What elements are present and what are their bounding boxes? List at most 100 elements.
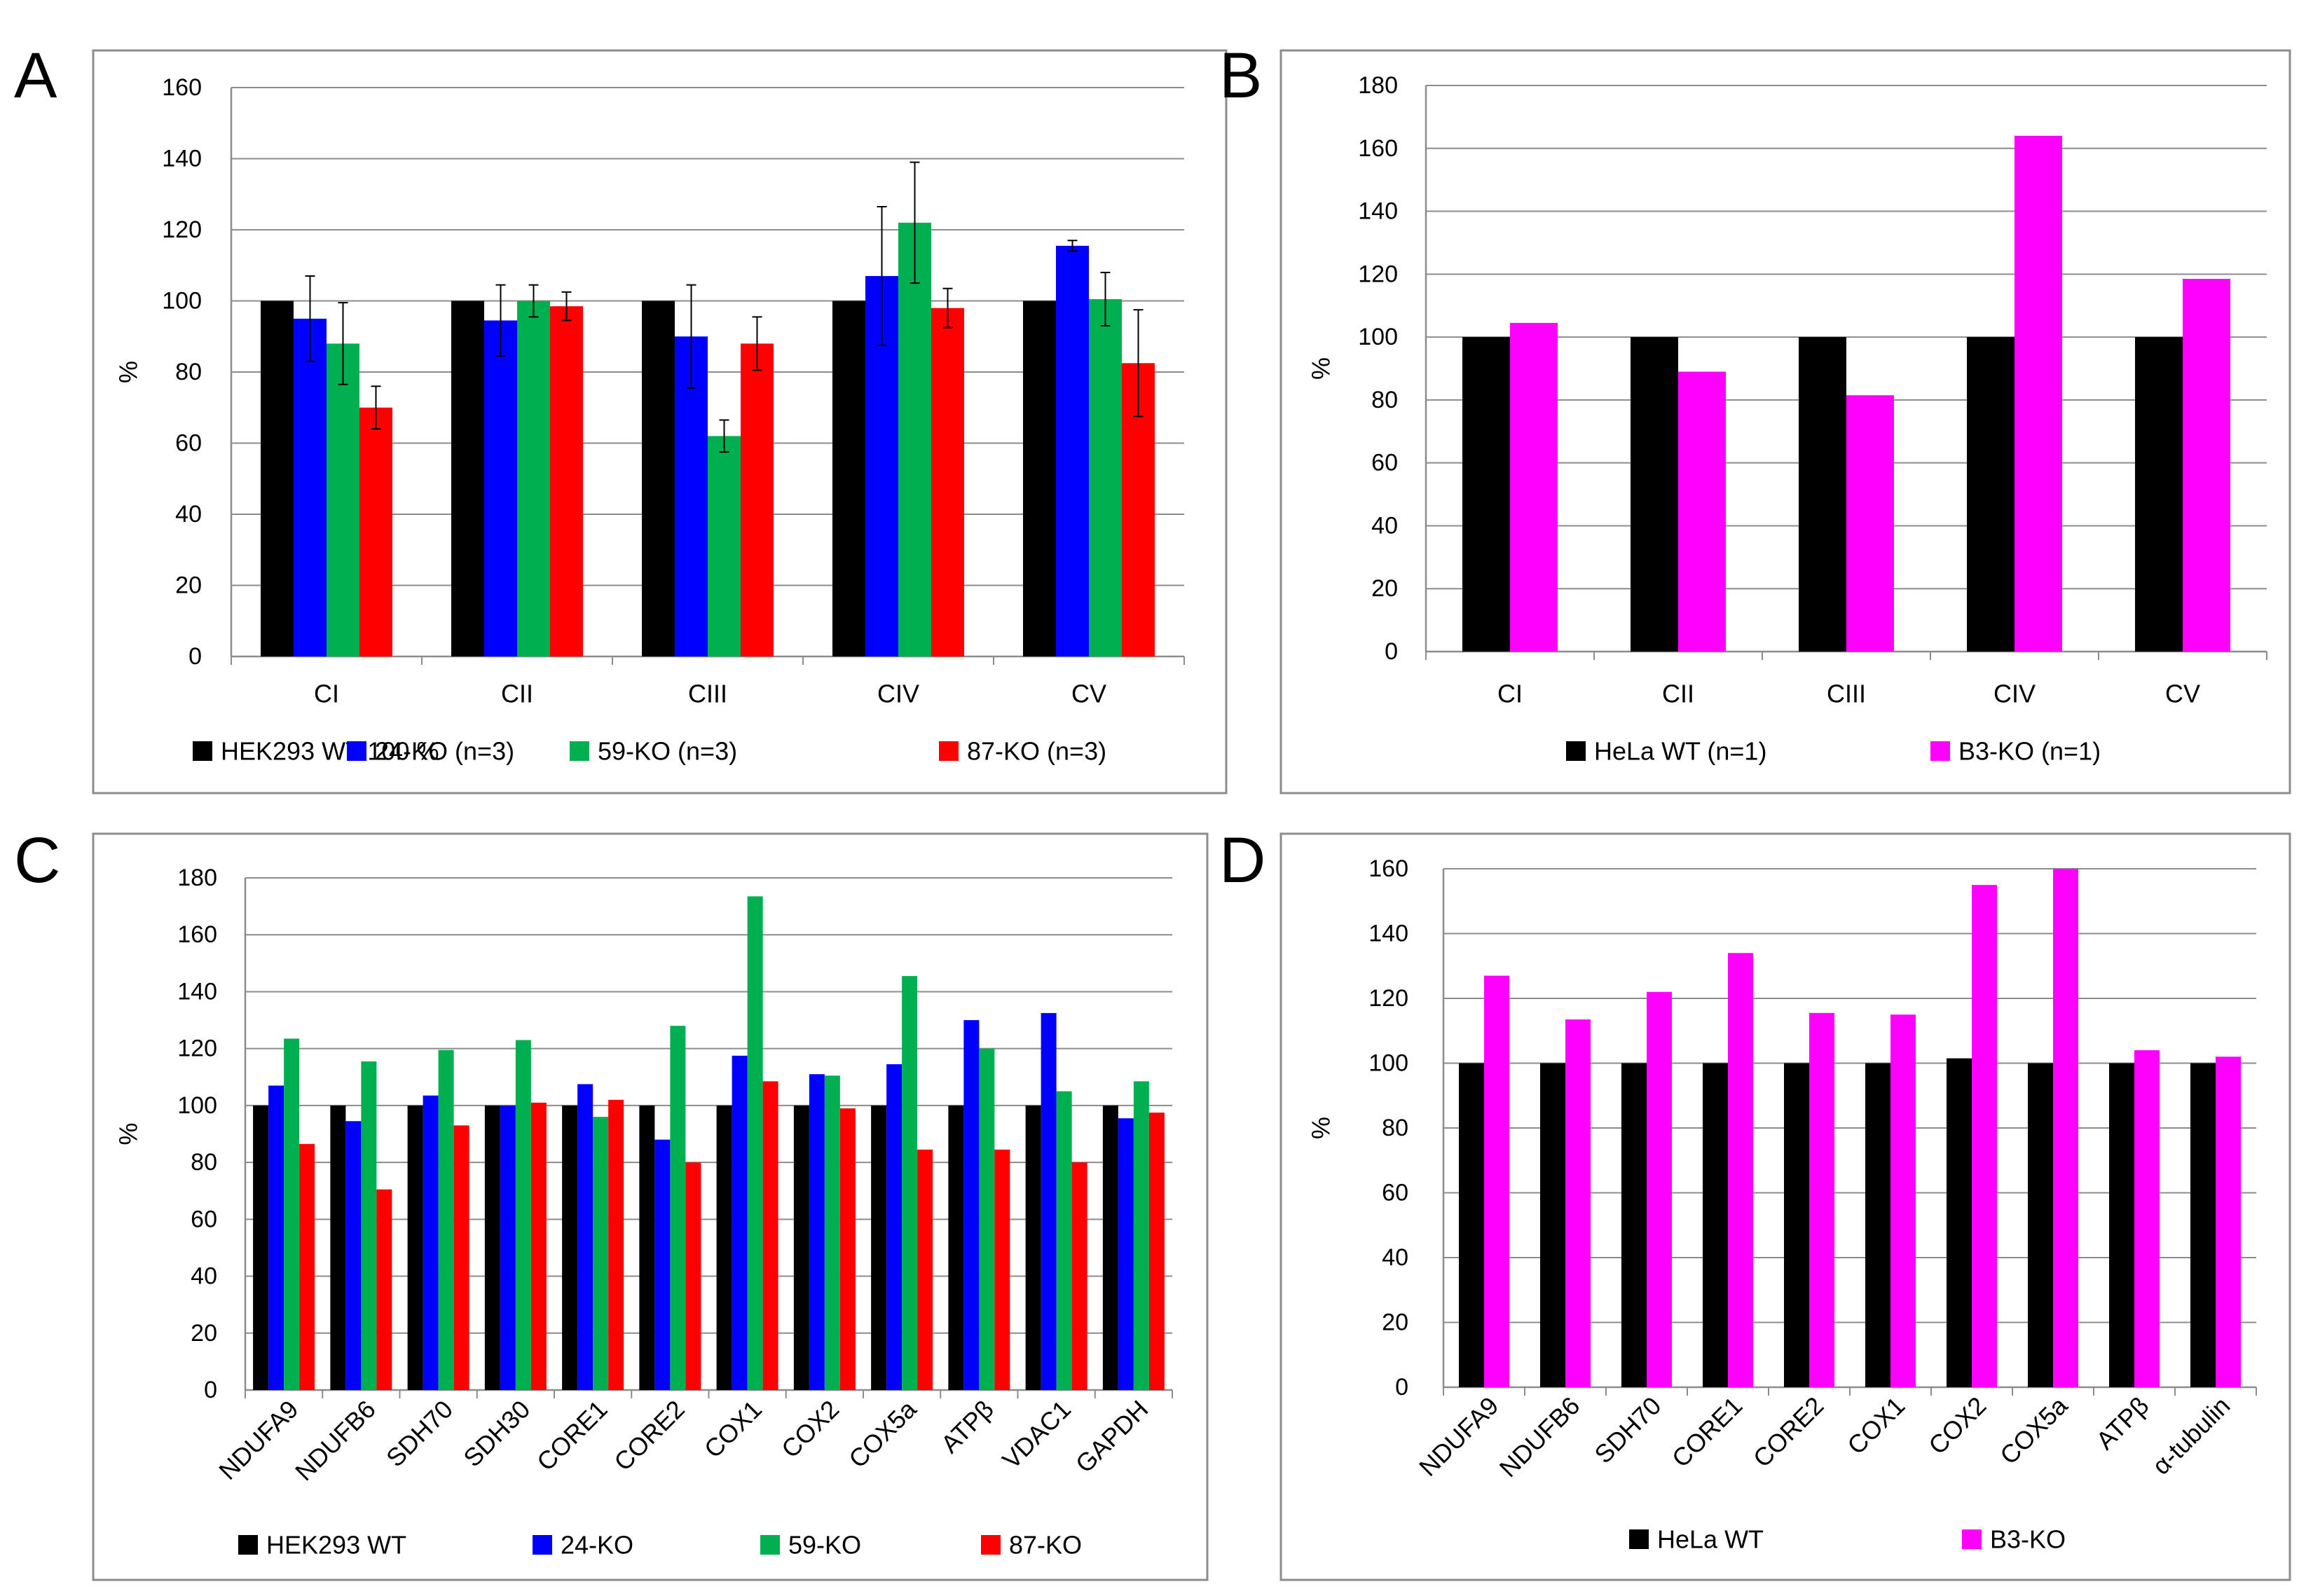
legend-label: 59-KO (n=3) — [598, 737, 737, 766]
bar — [1102, 1105, 1118, 1390]
legend-swatch — [533, 1535, 552, 1555]
panel-b-frame — [1279, 49, 2291, 794]
bar — [484, 320, 517, 656]
bar — [284, 1038, 300, 1390]
bar — [1089, 298, 1122, 656]
bar — [438, 1050, 454, 1390]
y-tick-label: 40 — [1382, 1244, 1408, 1271]
bar — [1041, 1012, 1057, 1390]
bar — [1678, 371, 1726, 652]
y-tick-label: 180 — [177, 865, 217, 891]
bar — [994, 1149, 1010, 1390]
x-category-label: CI — [314, 680, 339, 708]
chart-panel-a: 0 20 40 60 80 100 120 140 160% CI CII CIII CIV CV HEK2… — [114, 74, 1185, 766]
legend-swatch — [1629, 1529, 1649, 1549]
bar — [530, 1102, 547, 1390]
x-category-label: CI — [1497, 680, 1523, 708]
bar — [2015, 135, 2062, 652]
y-tick-label: 100 — [177, 1092, 217, 1119]
x-category-label: CII — [501, 680, 533, 708]
x-category-label: CV — [1071, 680, 1106, 708]
bar — [577, 1084, 593, 1390]
y-tick-label: 80 — [175, 359, 202, 385]
legend-label: 59-KO — [788, 1531, 861, 1560]
bar — [268, 1085, 284, 1390]
bar — [1462, 337, 1510, 652]
bar — [902, 976, 918, 1390]
y-tick-label: 40 — [175, 501, 202, 528]
legend-swatch — [760, 1535, 780, 1555]
bar — [1703, 1063, 1728, 1387]
bar — [484, 1105, 500, 1390]
legend-label: HeLa WT (n=1) — [1594, 737, 1766, 766]
bar — [963, 1020, 980, 1390]
bar — [361, 1061, 377, 1390]
bar — [1118, 1118, 1134, 1390]
bar — [1459, 1063, 1484, 1387]
bar — [898, 222, 931, 657]
y-tick-label: 0 — [204, 1377, 217, 1403]
bar — [839, 1108, 856, 1390]
bar — [253, 1105, 269, 1390]
bar — [979, 1048, 995, 1390]
bar — [675, 336, 708, 656]
bar — [1799, 337, 1846, 652]
bar — [747, 896, 763, 1390]
x-category-label: CIII — [1827, 680, 1866, 708]
y-tick-label: 120 — [1368, 985, 1408, 1012]
legend-swatch — [1566, 741, 1586, 761]
bar — [550, 306, 583, 656]
bar — [639, 1105, 655, 1390]
bar — [732, 1055, 748, 1390]
bar — [670, 1026, 686, 1390]
legend-label: 87-KO — [1009, 1531, 1082, 1560]
legend-label: 24-KO — [561, 1531, 633, 1560]
bar — [1631, 337, 1678, 652]
bar — [708, 436, 741, 656]
bar — [832, 301, 865, 656]
bar — [1484, 975, 1509, 1387]
bar — [2190, 1063, 2216, 1387]
legend-swatch — [1930, 741, 1950, 761]
bar — [327, 343, 359, 656]
legend-swatch — [193, 741, 212, 761]
y-axis-label: % — [114, 361, 143, 383]
bar — [1890, 1014, 1916, 1387]
bar — [642, 301, 675, 656]
bar — [1947, 1058, 1972, 1387]
bar — [294, 318, 327, 656]
y-tick-label: 100 — [162, 288, 202, 315]
bar — [2109, 1063, 2134, 1387]
bar — [1967, 337, 2015, 652]
bar — [716, 1105, 732, 1390]
bar — [1025, 1105, 1041, 1390]
bar — [1728, 953, 1753, 1387]
y-tick-label: 120 — [162, 216, 202, 243]
bar — [762, 1081, 778, 1390]
y-tick-label: 60 — [1382, 1180, 1408, 1206]
bar — [685, 1162, 701, 1390]
y-tick-label: 80 — [191, 1149, 217, 1176]
bar — [1056, 245, 1089, 656]
x-category-label: CII — [1662, 680, 1694, 708]
y-tick-label: 20 — [1382, 1309, 1408, 1336]
legend-swatch — [238, 1535, 258, 1555]
y-axis-label: % — [114, 1122, 143, 1145]
legend-swatch — [347, 741, 366, 761]
bar — [1846, 395, 1894, 652]
bar — [500, 1105, 516, 1390]
y-tick-label: 60 — [175, 430, 202, 457]
y-tick-label: 100 — [1358, 324, 1398, 350]
panel-b-letter: B — [1219, 40, 1262, 111]
x-category-label: CIII — [688, 680, 727, 708]
y-tick-label: 100 — [1368, 1050, 1408, 1077]
bar — [809, 1074, 825, 1390]
panel-d-letter: D — [1219, 825, 1265, 896]
y-tick-label: 140 — [1368, 921, 1408, 947]
x-category-label: CV — [2165, 680, 2200, 708]
bar — [1565, 1019, 1591, 1387]
bar — [1510, 322, 1558, 652]
bar — [2134, 1050, 2160, 1387]
y-tick-label: 160 — [1368, 855, 1408, 882]
bar — [515, 1040, 531, 1390]
